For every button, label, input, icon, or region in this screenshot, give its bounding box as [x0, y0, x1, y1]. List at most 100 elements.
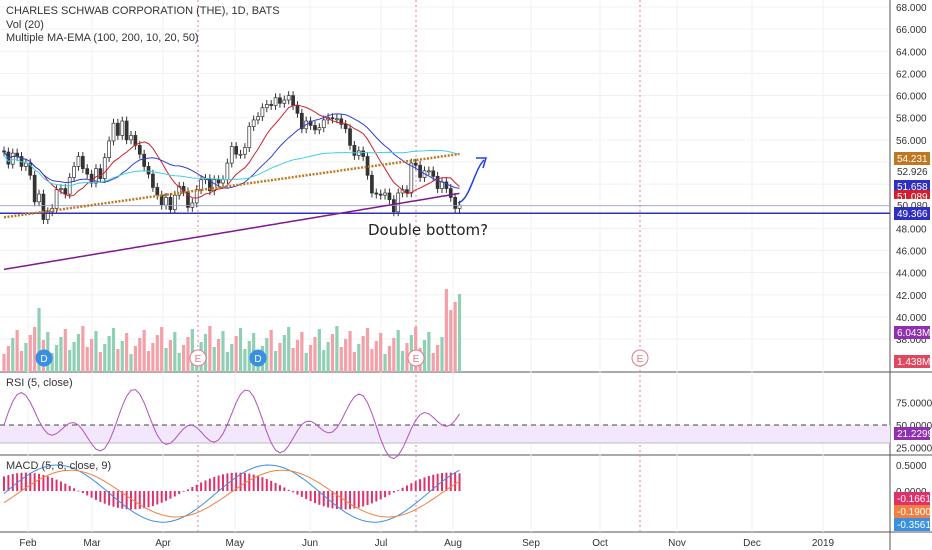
ma100-value-tag-box	[894, 152, 930, 165]
candle-body	[370, 174, 374, 194]
candle-body	[59, 188, 63, 191]
candle-body	[448, 188, 453, 198]
macd-histogram-bar	[287, 489, 290, 491]
macd-histogram-bar	[73, 488, 76, 491]
macd-histogram-bar	[274, 482, 277, 491]
volume-bar	[344, 339, 348, 372]
candle	[212, 175, 217, 196]
x-tick-label: Mar	[83, 538, 101, 549]
ma10-value-tag-box	[894, 180, 930, 193]
macd-histogram-bar	[191, 486, 194, 491]
macd-histogram-bar	[375, 491, 378, 502]
volume-bar	[103, 344, 107, 372]
x-tick-label: Dec	[743, 538, 761, 549]
candle-body	[273, 97, 278, 106]
macd-hist-tag: -0.1661	[894, 492, 931, 505]
price-tick-label: 68.000	[896, 3, 927, 14]
volume-bar	[142, 330, 146, 372]
event-marker[interactable]: E	[631, 349, 649, 367]
candle-body	[238, 153, 243, 156]
candle	[133, 130, 138, 150]
volume-bar	[444, 289, 448, 372]
candle-body	[335, 118, 339, 121]
macd-histogram-bar	[305, 491, 308, 500]
x-tick-label: Jun	[302, 538, 318, 549]
volume-bar	[326, 342, 330, 372]
macd-histogram-bar	[344, 491, 347, 510]
volume-bar	[151, 343, 155, 372]
volume-bar	[81, 326, 85, 372]
candle-body	[24, 162, 28, 167]
macd-signal-tag-text: -0.1900	[897, 507, 931, 518]
macd-histogram-bar	[86, 491, 89, 496]
volume-bar	[2, 354, 6, 372]
macd-histogram-bar	[309, 491, 312, 502]
candle-body	[146, 166, 151, 175]
macd-histogram-bar	[257, 475, 260, 491]
candle	[89, 169, 94, 188]
candle-body	[299, 112, 304, 130]
candle-body	[234, 146, 238, 155]
event-marker-circle	[249, 349, 267, 367]
x-tick-label: Feb	[19, 538, 37, 549]
macd-histogram-bar	[160, 491, 163, 503]
macd-histogram-bar	[239, 472, 242, 491]
x-tick-label: Oct	[592, 538, 608, 549]
candle-body	[111, 122, 116, 142]
ma100-value-tag: 54.231	[894, 152, 930, 165]
candle	[2, 146, 6, 157]
candle-body	[348, 128, 352, 146]
macd-histogram-bar	[300, 491, 303, 497]
volume-bar	[37, 308, 41, 372]
candle-body	[155, 187, 160, 196]
candle-body	[28, 162, 33, 176]
volume-bar	[160, 327, 164, 372]
macd-histogram-bar	[68, 485, 71, 491]
candle	[453, 192, 457, 213]
candle	[243, 143, 247, 159]
x-tick-label: 2019	[812, 538, 835, 549]
macd-histogram-bar	[340, 491, 343, 510]
event-marker[interactable]: D	[249, 349, 267, 367]
rsi-value-tag-box	[894, 427, 930, 440]
volume-bar	[208, 326, 212, 372]
volume-bar	[225, 352, 229, 372]
price-tick-label: 38.000	[896, 335, 927, 346]
candle	[295, 101, 300, 118]
volume-bar	[90, 339, 94, 372]
candle-body	[278, 97, 282, 104]
event-marker[interactable]: E	[189, 349, 207, 367]
candle-body	[37, 193, 41, 203]
support-value-tag: 49.366	[894, 207, 930, 220]
price-tick-label: 56.000	[896, 136, 927, 147]
projection-arrowhead	[476, 157, 488, 169]
macd-histogram-bar	[322, 491, 325, 507]
macd-histogram-bar	[283, 487, 286, 491]
event-marker[interactable]: D	[35, 349, 53, 367]
macd-histogram-bar	[121, 491, 124, 509]
volume-ma-tag-text: 6.043M	[897, 328, 930, 339]
support-value-tag-text: 49.366	[897, 209, 928, 220]
macd-histogram-bar	[55, 479, 58, 491]
event-marker-circle	[407, 349, 425, 367]
candle-body	[177, 185, 182, 196]
candle-body	[387, 192, 392, 200]
event-marker[interactable]: E	[407, 349, 425, 367]
macd-histogram-bar	[235, 472, 238, 491]
candle-body	[295, 105, 300, 114]
macd-histogram-bar	[81, 491, 84, 494]
event-marker-letter: E	[413, 354, 420, 365]
candle	[137, 140, 142, 159]
macd-histogram-bar	[445, 472, 448, 491]
candle-body	[343, 123, 348, 130]
volume-bar	[24, 343, 28, 372]
volume-bar	[203, 334, 208, 372]
macd-histogram-bar	[94, 491, 97, 500]
candle-body	[444, 181, 449, 189]
macd-histogram-bar	[353, 491, 356, 509]
candle	[343, 119, 348, 134]
volume-bar	[309, 345, 313, 372]
candle-body	[413, 162, 418, 166]
candle	[238, 149, 243, 159]
